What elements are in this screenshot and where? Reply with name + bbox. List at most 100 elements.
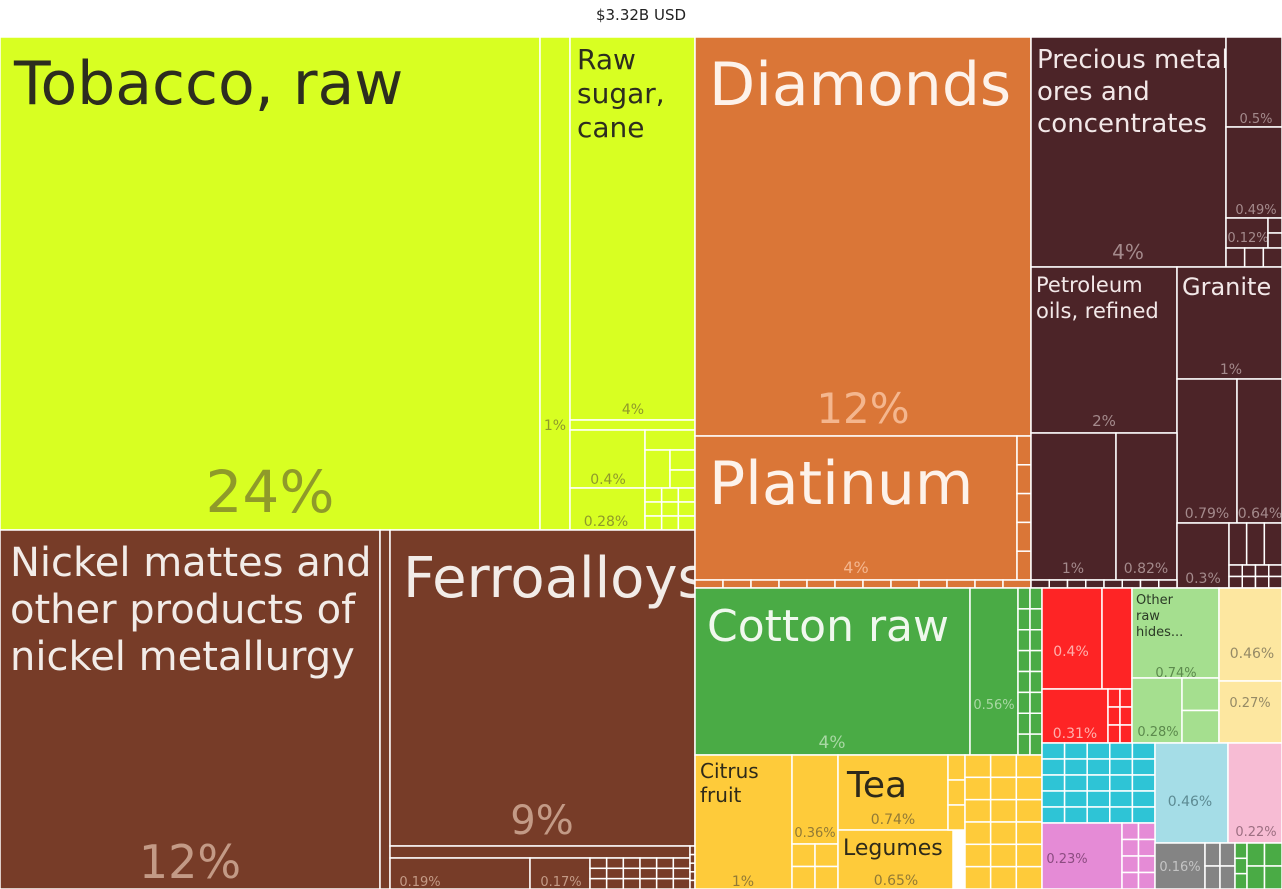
treemap-minor-cell: [1263, 865, 1282, 889]
treemap-minor-cell: [1015, 776, 1043, 801]
pct-0-36: 0.36%: [794, 826, 835, 841]
treemap-minor-cell: [644, 501, 663, 517]
pct-ferroalloys: 9%: [510, 798, 573, 844]
treemap-minor-cell: [1041, 806, 1066, 824]
treemap-cell: [1131, 677, 1183, 744]
treemap-minor-cell: [660, 487, 680, 503]
treemap-minor-cell: [1017, 608, 1031, 631]
pct-0-23: 0.23%: [1046, 852, 1087, 867]
treemap-minor-cell: [1030, 579, 1050, 589]
treemap-minor-cell: [1029, 712, 1043, 735]
treemap-minor-cell: [834, 579, 864, 589]
treemap-minor-cell: [778, 579, 808, 589]
treemap-minor-cell: [1219, 842, 1236, 867]
treemap-minor-cell: [605, 867, 625, 880]
treemap-minor-cell: [1017, 587, 1031, 610]
treemap-minor-cell: [1041, 758, 1066, 776]
treemap-minor-cell: [890, 579, 920, 589]
treemap-minor-cell: [1137, 822, 1156, 841]
treemap-minor-cell: [1267, 217, 1282, 234]
treemap-minor-cell: [1121, 579, 1142, 589]
treemap-minor-cell: [1254, 575, 1270, 589]
treemap-minor-cell: [1262, 247, 1282, 268]
pct-precious-metal-ores: 4%: [1112, 240, 1144, 264]
treemap-minor-cell: [1121, 871, 1140, 889]
pct-0-22: 0.22%: [1235, 825, 1276, 840]
treemap-minor-cell: [1234, 872, 1248, 889]
treemap-minor-cell: [1029, 670, 1043, 694]
treemap-minor-cell: [1015, 865, 1043, 889]
treemap-minor-cell: [672, 877, 691, 889]
treemap-minor-cell: [1041, 790, 1066, 808]
chart-total-title: $3.32B USD: [595, 6, 687, 24]
treemap-minor-cell: [1181, 709, 1220, 744]
treemap-minor-cell: [1139, 579, 1160, 589]
cell-precious-metal-ores: [1030, 36, 1227, 268]
treemap-minor-cell: [1131, 806, 1156, 824]
treemap-minor-cell: [1119, 724, 1133, 744]
treemap-minor-cell: [1228, 575, 1243, 589]
treemap-minor-cell: [1263, 522, 1282, 566]
pct-0-56: 0.56%: [973, 698, 1014, 713]
treemap-minor-cell: [1103, 579, 1123, 589]
pct-citrus-fruit: 1%: [732, 874, 754, 889]
label-precious-metal-ores: concentrates: [1037, 109, 1207, 139]
treemap-minor-cell: [1016, 521, 1032, 552]
pct-0-5: 0.5%: [1239, 112, 1272, 127]
label-petroleum-oils: oils, refined: [1036, 299, 1159, 323]
treemap-cell: [389, 845, 691, 859]
cell-nickel-mattes: [0, 529, 381, 889]
treemap-minor-cell: [1015, 821, 1043, 846]
treemap-minor-cell: [655, 877, 675, 889]
treemap-cell: [1101, 587, 1133, 690]
treemap-minor-cell: [1041, 742, 1066, 760]
treemap-minor-cell: [677, 501, 696, 517]
label-diamonds: Diamonds: [709, 50, 1011, 120]
treemap-minor-cell: [918, 579, 948, 589]
treemap-minor-cell: [1015, 754, 1043, 779]
treemap-minor-cell: [639, 877, 658, 889]
pct-diamonds: 12%: [816, 384, 909, 433]
treemap-minor-cell: [964, 843, 992, 868]
treemap-minor-cell: [791, 843, 816, 868]
treemap-minor-cell: [639, 867, 658, 880]
treemap-minor-cell: [1254, 564, 1270, 578]
pct-petroleum-oils: 2%: [1092, 412, 1116, 430]
treemap-cell: [1218, 587, 1282, 682]
treemap-minor-cell: [1137, 871, 1156, 889]
treemap-minor-cell: [589, 857, 608, 870]
treemap-minor-cell: [1228, 522, 1248, 566]
label-other-raw-hides: hides...: [1136, 625, 1183, 640]
label-precious-metal-ores: ores and: [1037, 77, 1150, 107]
treemap-minor-cell: [806, 579, 836, 589]
treemap-minor-cell: [1225, 247, 1246, 268]
pct-cotton-raw: 4%: [819, 733, 846, 753]
treemap-minor-cell: [1029, 629, 1043, 652]
pct-0-17: 0.17%: [540, 875, 581, 889]
treemap-minor-cell: [677, 487, 696, 503]
treemap-minor-cell: [1121, 838, 1140, 857]
treemap-minor-cell: [660, 501, 680, 517]
treemap-minor-cell: [660, 515, 680, 531]
label-precious-metal-ores: Precious metal: [1037, 45, 1229, 75]
pct-nickel-mattes: 12%: [139, 835, 241, 889]
pct-0-28: 0.28%: [584, 514, 628, 530]
treemap-minor-cell: [1109, 758, 1134, 776]
treemap-minor-cell: [1137, 855, 1156, 874]
pct-0-79: 0.79%: [1185, 506, 1229, 522]
treemap-minor-cell: [1131, 774, 1156, 792]
cell-platinum: [694, 435, 1018, 581]
label-raw-sugar-cane: sugar,: [577, 77, 665, 110]
treemap-minor-cell: [1109, 790, 1134, 808]
pct-raw-sugar-cane: 4%: [622, 402, 644, 418]
treemap-minor-cell: [1131, 758, 1156, 776]
treemap-minor-cell: [1131, 742, 1156, 760]
treemap-minor-cell: [1263, 842, 1282, 867]
label-raw-sugar-cane: cane: [577, 111, 645, 144]
pct-0-82: 0.82%: [1124, 561, 1168, 577]
treemap-minor-cell: [862, 579, 892, 589]
pct-0-31: 0.31%: [1053, 726, 1097, 742]
treemap-minor-cell: [1181, 677, 1220, 712]
treemap-cell: [1218, 680, 1282, 744]
treemap-minor-cell: [1137, 838, 1156, 857]
